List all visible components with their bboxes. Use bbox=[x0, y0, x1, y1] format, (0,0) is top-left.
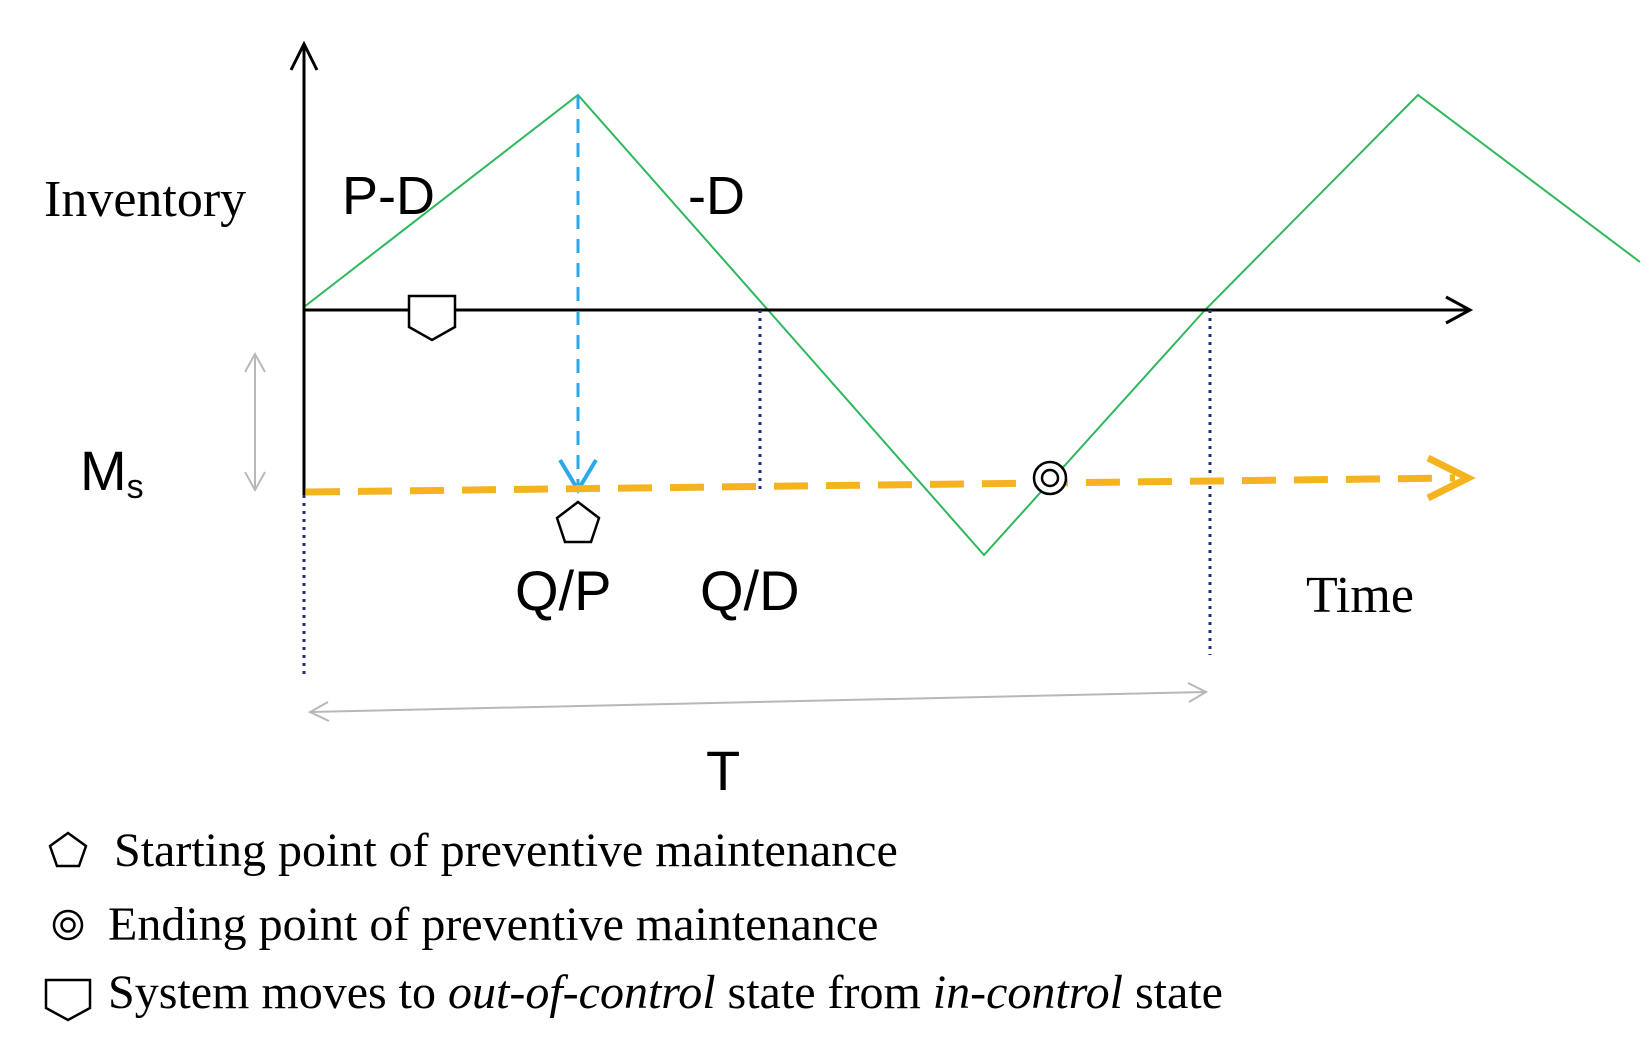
ms-label-sub: s bbox=[127, 468, 144, 506]
qd-label: Q/D bbox=[700, 559, 800, 622]
period-arrow-right bbox=[1187, 682, 1209, 703]
slope-down-label: -D bbox=[688, 166, 745, 226]
ms-label: Ms bbox=[80, 439, 144, 506]
y-axis-arrowhead bbox=[289, 40, 319, 71]
legend: Starting point of preventive maintenance… bbox=[44, 824, 1223, 1022]
x-axis-label: Time bbox=[1306, 567, 1414, 624]
legend-pentagon-icon bbox=[48, 831, 88, 868]
x-axis-arrowhead bbox=[1445, 295, 1474, 325]
legend-shield-icon bbox=[44, 978, 92, 1022]
shield-icon bbox=[407, 294, 457, 342]
ms-double-arrow-bottom bbox=[244, 471, 266, 493]
ms-level-line bbox=[305, 474, 1456, 496]
pentagon-icon bbox=[555, 500, 601, 544]
period-label: T bbox=[706, 739, 740, 802]
ms-label-main: M bbox=[80, 439, 127, 502]
ms-double-arrow-top bbox=[244, 351, 266, 373]
ms-level-arrowhead bbox=[1426, 454, 1476, 502]
period-arrow-left bbox=[307, 701, 330, 722]
inventory-line bbox=[303, 93, 1641, 557]
legend-end-text: Ending point of preventive maintenance bbox=[108, 898, 878, 951]
legend-double-circle-icon bbox=[52, 909, 84, 941]
slope-up-label: P-D bbox=[342, 166, 435, 226]
legend-system-text: System moves to out-of-control state fro… bbox=[108, 966, 1223, 1019]
double-circle-icon bbox=[1032, 460, 1068, 496]
qp-label: Q/P bbox=[515, 559, 611, 622]
period-double-arrow bbox=[309, 691, 1207, 713]
y-axis-label: Inventory bbox=[44, 171, 246, 228]
legend-start-text: Starting point of preventive maintenance bbox=[114, 824, 898, 877]
